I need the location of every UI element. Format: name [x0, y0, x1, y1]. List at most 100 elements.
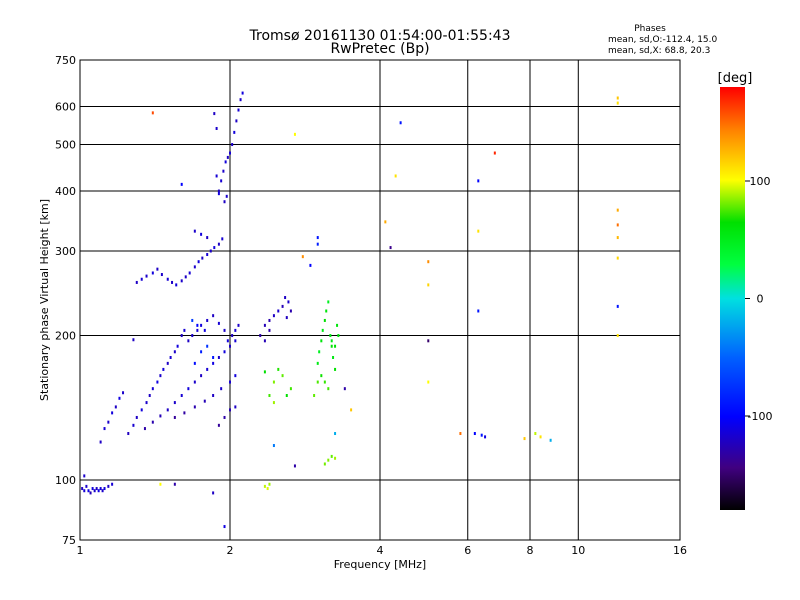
data-point [285, 394, 288, 398]
data-point [263, 339, 266, 343]
data-point [160, 273, 163, 277]
data-point [287, 300, 290, 304]
data-point [350, 408, 353, 412]
data-point [327, 387, 330, 391]
data-point [212, 314, 215, 318]
y-axis-ticks: 75 100 200 300 400 500 600 750 [55, 54, 76, 547]
data-point [235, 119, 238, 123]
data-point [327, 458, 330, 462]
data-point [229, 344, 231, 348]
data-point [191, 334, 194, 338]
data-point [212, 394, 215, 398]
data-point [277, 309, 280, 313]
phase-box-line2: mean, sd,X: 68.8, 20.3 [608, 46, 710, 56]
data-point [224, 160, 227, 164]
data-point [616, 101, 619, 105]
colorbar [720, 87, 745, 510]
data-point [523, 437, 526, 441]
data-point [122, 391, 125, 395]
data-point [234, 405, 237, 409]
data-point [477, 179, 480, 183]
data-point [220, 179, 223, 183]
colorbar-ticks: 100 0 -100 [745, 175, 772, 423]
data-point [277, 367, 280, 371]
data-point [281, 374, 284, 378]
data-point [234, 328, 237, 332]
data-point [206, 253, 209, 257]
data-point [173, 415, 176, 419]
data-point [145, 401, 148, 405]
data-point [173, 482, 176, 486]
data-point [203, 328, 206, 332]
data-point [200, 374, 203, 378]
data-point [83, 489, 86, 493]
data-point [217, 189, 220, 193]
data-point [183, 328, 186, 332]
x-tick-label: 10 [571, 544, 585, 557]
x-tick-label: 16 [673, 544, 687, 557]
data-point [180, 394, 183, 398]
x-tick-label: 8 [527, 544, 534, 557]
data-point [132, 338, 135, 342]
data-point [159, 482, 162, 486]
data-point [193, 361, 196, 365]
data-point [85, 484, 88, 488]
data-point [316, 236, 319, 240]
data-point [200, 350, 203, 354]
data-point [223, 525, 226, 529]
x-tick-label: 2 [227, 544, 234, 557]
data-point [231, 334, 234, 338]
data-point [336, 323, 339, 327]
data-point [89, 491, 92, 495]
data-point [166, 277, 169, 281]
data-point [229, 408, 231, 412]
data-point [272, 380, 275, 384]
data-point [188, 271, 191, 275]
data-point [329, 334, 332, 338]
data-point [213, 246, 216, 250]
data-point [206, 344, 209, 348]
data-point [151, 271, 154, 275]
data-point [330, 344, 333, 348]
data-point [191, 318, 194, 322]
data-point [87, 489, 90, 493]
data-point [226, 155, 229, 159]
data-point [212, 355, 215, 359]
grid-lines [80, 60, 680, 540]
data-point [284, 296, 287, 300]
data-point [213, 112, 216, 116]
data-point [427, 339, 430, 343]
data-point [289, 387, 292, 391]
data-point [616, 208, 619, 212]
data-point [107, 420, 110, 424]
data-point [316, 242, 319, 246]
data-point [221, 237, 224, 241]
data-point [330, 339, 333, 343]
data-point [323, 462, 326, 466]
data-point [156, 267, 159, 271]
data-point [200, 232, 203, 236]
data-point [159, 414, 162, 418]
data-point [148, 394, 151, 398]
data-point [103, 427, 106, 431]
data-point [135, 280, 138, 284]
data-point [140, 277, 143, 281]
data-point [166, 408, 169, 412]
data-point [127, 432, 130, 436]
data-point [107, 484, 110, 488]
data-point [263, 484, 266, 488]
data-point [135, 415, 138, 419]
data-point [268, 318, 271, 322]
data-point [203, 399, 206, 403]
data-point [320, 339, 323, 343]
data-point [81, 487, 84, 491]
data-point [184, 275, 187, 279]
data-point [103, 487, 106, 491]
x-axis-ticks: 1 2 4 6 8 10 16 [77, 544, 688, 557]
x-axis-label: Frequency [MHz] [334, 558, 426, 571]
data-point [91, 487, 94, 491]
data-point [206, 318, 209, 322]
data-point [484, 435, 487, 439]
data-point [389, 246, 392, 250]
